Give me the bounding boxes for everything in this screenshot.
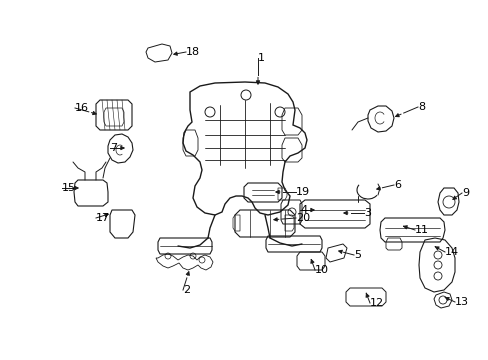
Text: 5: 5	[353, 250, 360, 260]
Text: 3: 3	[363, 208, 370, 218]
Text: 9: 9	[461, 188, 468, 198]
Text: 16: 16	[75, 103, 89, 113]
Text: 7: 7	[110, 143, 117, 153]
Text: 12: 12	[369, 298, 384, 308]
Text: 4: 4	[299, 205, 306, 215]
Text: 17: 17	[96, 213, 110, 223]
Text: 8: 8	[417, 102, 424, 112]
Text: 6: 6	[393, 180, 400, 190]
Text: 2: 2	[183, 285, 190, 295]
Text: 13: 13	[454, 297, 468, 307]
Text: 18: 18	[185, 47, 200, 57]
Text: 19: 19	[295, 187, 309, 197]
Text: 10: 10	[314, 265, 328, 275]
Text: 1: 1	[258, 53, 264, 63]
Text: 20: 20	[295, 213, 309, 223]
Text: 11: 11	[414, 225, 428, 235]
Text: 14: 14	[444, 247, 458, 257]
Text: 15: 15	[62, 183, 76, 193]
